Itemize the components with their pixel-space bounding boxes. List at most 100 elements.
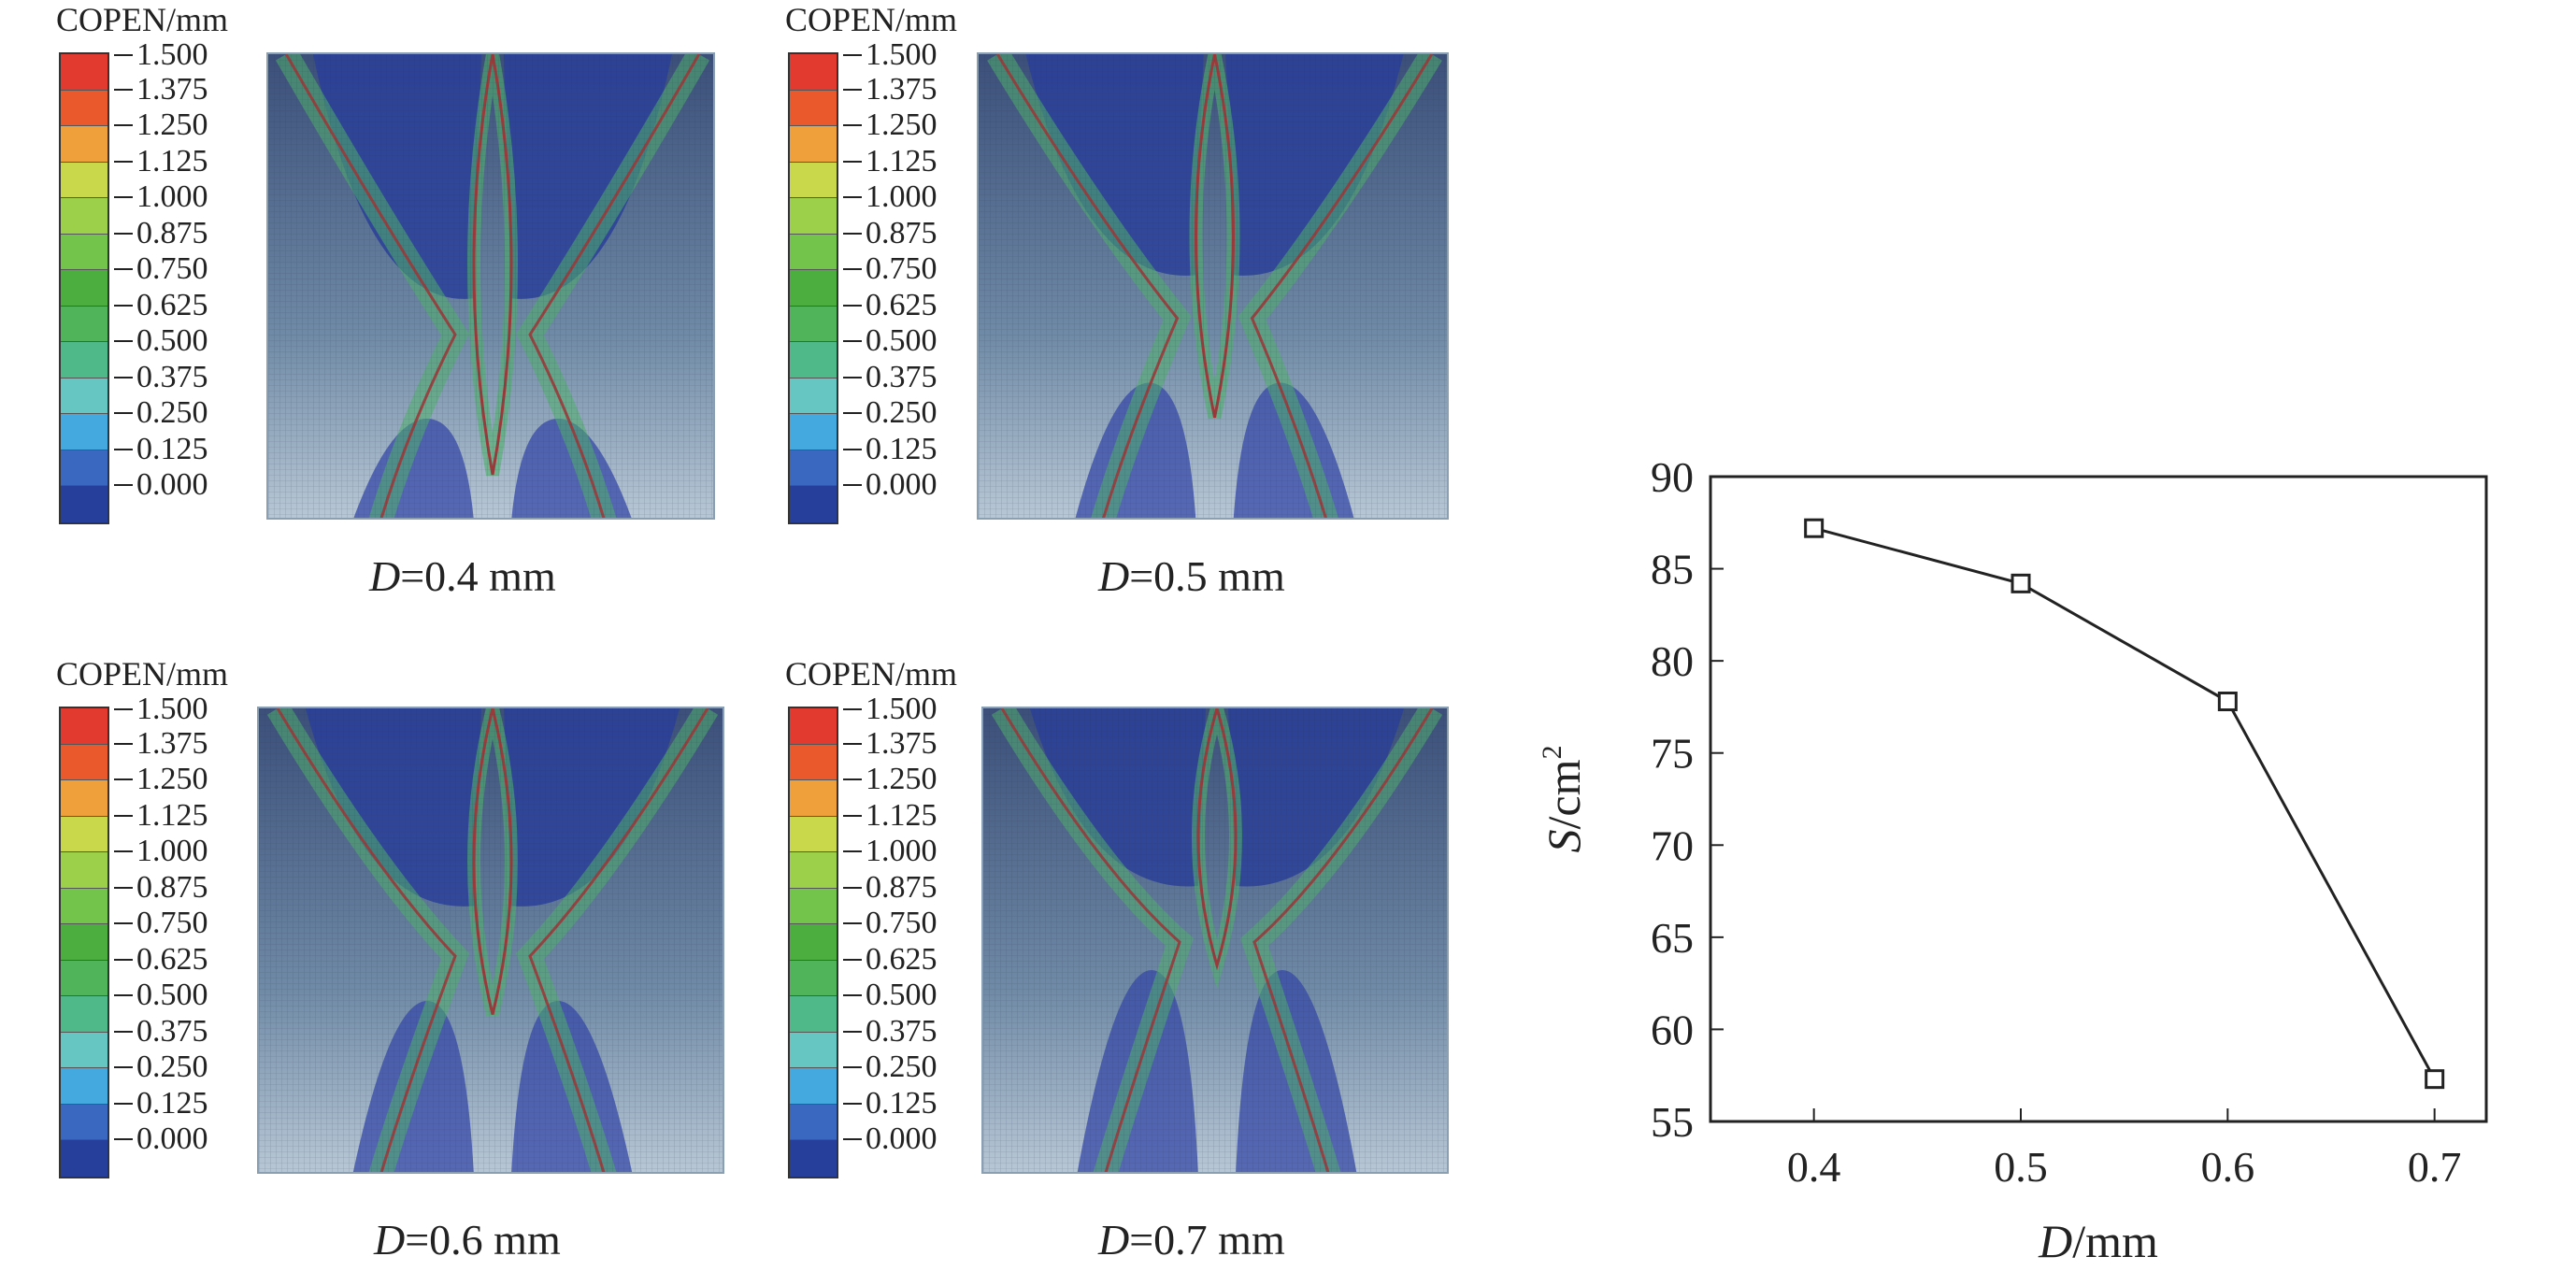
colorbar-tick [114,88,133,91]
colorbar-tick [114,232,133,235]
colorbar-tick-label: 1.000 [866,179,937,214]
colorbar-tick [843,922,862,924]
colorbar-swatch [790,1068,837,1105]
colorbar-swatch [61,924,107,961]
caption-value: =0.4 mm [400,552,556,600]
colorbar-swatch [790,198,837,235]
y-tick-label: 60 [1651,1006,1694,1053]
colorbar-swatch [61,90,107,126]
colorbar-tick-label: 0.125 [136,431,208,466]
colorbar-tick [843,778,862,780]
colorbar-tick [843,814,862,817]
contour-plot [266,52,715,520]
colorbar-tick [843,484,862,486]
colorbar-tick-label: 0.000 [866,467,937,502]
colorbar-swatch [790,90,837,126]
contour-panel-2: COPEN/mm 1.500 1.375 1.250 1.125 1.000 0.875 0… [785,0,1561,600]
colorbar-tick [114,376,133,378]
colorbar-tick-label: 0.625 [866,941,937,977]
colorbar-tick-label: 0.500 [866,978,937,1012]
colorbar-tick [843,742,862,745]
y-tick-label: 80 [1651,637,1694,685]
colorbar-tick [843,994,862,996]
colorbar-tick [843,232,862,235]
colorbar-tick [843,124,862,126]
colorbar-tick [114,448,133,450]
data-point [2217,692,2238,712]
colorbar-tick-label: 0.875 [136,869,208,905]
colorbar-tick [843,850,862,852]
colorbar-tick-label: 0.000 [136,467,208,502]
caption: D=0.4 mm [369,551,556,601]
x-tick-label: 0.5 [1994,1143,2048,1191]
y-tick-label: 75 [1651,730,1694,778]
colorbar-tick-label: 1.500 [136,692,208,726]
colorbar-tick [114,922,133,924]
data-point [2011,573,2031,593]
line-chart: 55 60 65 70 75 80 85 90 0.4 0.5 0.6 0.7 D/mm S/cm2 [1537,453,2488,1267]
colorbar-tick-label: 0.625 [136,287,208,322]
caption: D=0.7 mm [1098,1215,1285,1264]
colorbar-tick-label: 0.875 [866,869,937,905]
colorbar-swatch [61,1032,107,1068]
colorbar-tick-label: 1.125 [136,143,208,179]
caption-value: =0.6 mm [405,1216,561,1264]
colorbar-swatch [790,1104,837,1140]
colorbar-swatch [61,888,107,924]
colorbar-tick [114,886,133,889]
colorbar-tick [843,1102,862,1105]
colorbar-tick-label: 0.375 [136,359,208,394]
colorbar-tick [843,376,862,378]
colorbar-title: COPEN/mm [56,1,229,38]
y-tick-label: 90 [1651,453,1694,501]
x-tick-label: 0.7 [2408,1143,2462,1191]
colorbar-tick [843,448,862,450]
colorbar-tick-label: 0.625 [866,287,937,322]
colorbar-tick-label: 1.125 [866,797,937,833]
colorbar-tick [843,268,862,270]
colorbar-swatch [61,270,107,307]
colorbar-swatch [790,960,837,996]
colorbar-swatch [61,960,107,996]
colorbar-tick [114,1138,133,1140]
contour-plot [977,52,1449,520]
colorbar-tick [114,304,133,307]
colorbar-tick-label: 0.500 [136,323,208,358]
colorbar-tick [843,88,862,91]
colorbar-tick-label: 0.250 [136,1050,208,1084]
colorbar-tick-label: 0.125 [866,431,937,466]
colorbar-title: COPEN/mm [785,1,958,38]
colorbar-swatch [790,996,837,1033]
colorbar-tick-label: 1.125 [136,797,208,833]
colorbar-swatch [61,54,107,91]
colorbar-swatch [61,708,107,745]
colorbar-tick [114,958,133,961]
colorbar-tick-label: 0.375 [866,359,937,394]
colorbar-swatch [790,414,837,450]
colorbar-tick-label: 1.500 [866,692,937,726]
colorbar-tick [843,958,862,961]
colorbar-swatch [61,342,107,378]
plot-frame [1709,475,2488,1123]
colorbar [788,52,838,524]
colorbar-tick [114,994,133,996]
colorbar-tick-label: 1.250 [136,762,208,796]
colorbar-tick [114,196,133,198]
colorbar-tick [114,708,133,710]
x-axis-label: D/mm [2038,1215,2158,1267]
colorbar-swatch [61,378,107,414]
colorbar-swatch [61,780,107,817]
x-tick-label: 0.6 [2201,1143,2255,1191]
caption-variable: D [369,552,401,600]
caption-variable: D [374,1216,406,1264]
colorbar-tick-label: 1.000 [136,179,208,214]
colorbar-tick-label: 1.125 [866,143,937,179]
colorbar-swatch [61,1068,107,1105]
colorbar-tick-label: 1.250 [866,107,937,142]
colorbar-tick [114,54,133,56]
colorbar-tick-label: 0.875 [866,215,937,250]
colorbar-tick [114,1066,133,1068]
contour-panel-4: COPEN/mm 1.500 1.375 1.250 1.125 1.000 0.875 0… [785,654,1561,1264]
colorbar-tick-label: 0.375 [866,1013,937,1049]
colorbar-swatch [790,234,837,270]
